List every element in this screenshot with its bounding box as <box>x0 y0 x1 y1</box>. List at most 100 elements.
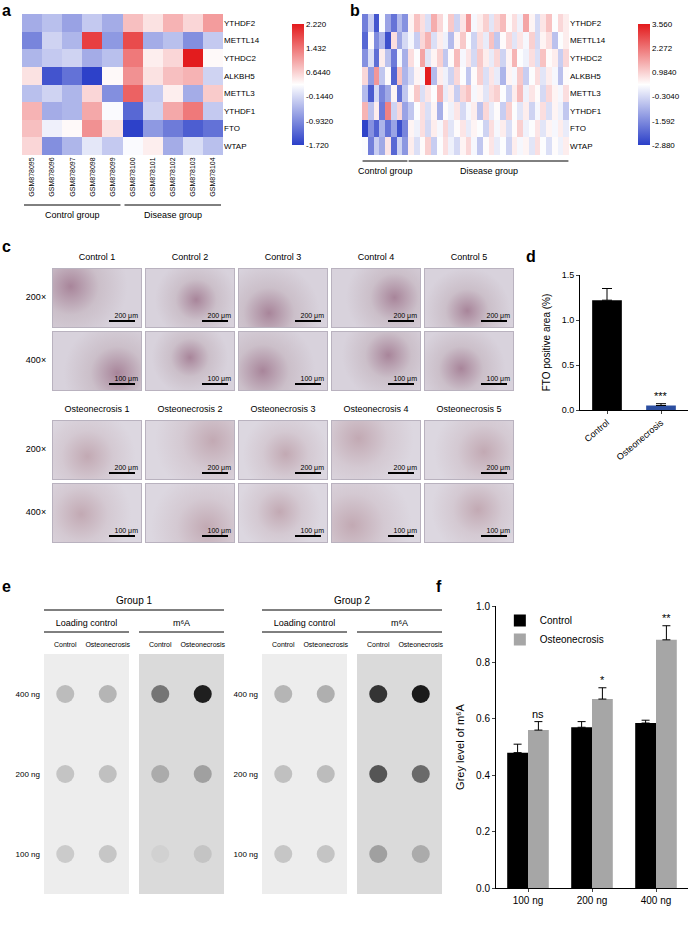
svg-text:0.0: 0.0 <box>476 883 490 894</box>
svg-text:Loading control: Loading control <box>274 618 336 628</box>
svg-text:YTHDF2: YTHDF2 <box>570 19 602 28</box>
html-text:Control 4: Control 4 <box>357 252 395 262</box>
svg-text:Osteonecrosis: Osteonecrosis <box>398 641 443 648</box>
html-text:b: b <box>350 2 360 19</box>
svg-text:0.0: 0.0 <box>562 405 575 415</box>
svg-text:Loading control: Loading control <box>56 618 118 628</box>
svg-text:GSM878100: GSM878100 <box>129 157 136 196</box>
svg-text:-0.1440: -0.1440 <box>306 92 334 101</box>
svg-text:m⁶A: m⁶A <box>173 618 190 628</box>
html-text:200×: 200× <box>25 444 47 454</box>
svg-text:Control group: Control group <box>45 210 100 220</box>
svg-text:Osteonecrosis: Osteonecrosis <box>303 641 348 648</box>
svg-text:0.6440: 0.6440 <box>306 68 331 77</box>
svg-text:400 ng: 400 ng <box>234 690 258 699</box>
svg-text:Osteonecrosis: Osteonecrosis <box>540 634 604 645</box>
svg-text:Group 2: Group 2 <box>334 595 371 606</box>
svg-text:***: *** <box>654 390 668 402</box>
html-text:Osteonecrosis 4: Osteonecrosis 4 <box>343 404 409 414</box>
svg-text:GSM878104: GSM878104 <box>209 157 216 196</box>
svg-text:Osteonecrosis: Osteonecrosis <box>615 417 666 462</box>
svg-text:Disease group: Disease group <box>460 166 518 176</box>
svg-text:0.2: 0.2 <box>476 826 490 837</box>
svg-text:400 ng: 400 ng <box>16 690 40 699</box>
svg-text:0.5: 0.5 <box>562 360 575 370</box>
svg-text:**: ** <box>662 612 671 624</box>
svg-text:1.5: 1.5 <box>562 270 575 280</box>
svg-text:Control group: Control group <box>358 166 413 176</box>
svg-text:-1.592: -1.592 <box>652 117 675 126</box>
svg-text:WTAP: WTAP <box>570 142 593 151</box>
svg-text:Control: Control <box>272 641 295 648</box>
svg-text:GSM878099: GSM878099 <box>109 157 116 196</box>
svg-text:-1.720: -1.720 <box>306 141 329 150</box>
html-text:Osteonecrosis 3: Osteonecrosis 3 <box>250 404 316 414</box>
svg-text:200 ng: 200 ng <box>16 770 40 779</box>
svg-text:100 ng: 100 ng <box>16 850 40 859</box>
svg-text:YTHDF1: YTHDF1 <box>570 107 602 116</box>
svg-text:GSM878095: GSM878095 <box>28 157 35 196</box>
svg-text:ALKBH5: ALKBH5 <box>224 71 255 80</box>
svg-text:1.0: 1.0 <box>476 601 490 612</box>
svg-text:*: * <box>600 674 605 686</box>
svg-text:METTL3: METTL3 <box>570 89 601 98</box>
svg-text:Control: Control <box>149 641 172 648</box>
svg-text:METTL14: METTL14 <box>570 36 606 45</box>
svg-text:METTL3: METTL3 <box>224 89 255 98</box>
html-text:Control 5: Control 5 <box>450 252 488 262</box>
svg-text:Grey level of m⁶A: Grey level of m⁶A <box>454 703 466 789</box>
svg-text:GSM878098: GSM878098 <box>89 157 96 196</box>
svg-text:200 ng: 200 ng <box>577 895 608 906</box>
svg-text:Control: Control <box>540 615 572 626</box>
svg-text:Control: Control <box>367 641 390 648</box>
svg-text:GSM878103: GSM878103 <box>189 157 196 196</box>
svg-text:YTHDF2: YTHDF2 <box>224 19 256 28</box>
html-text:200×: 200× <box>25 292 47 302</box>
svg-text:200 ng: 200 ng <box>234 770 258 779</box>
svg-text:Control: Control <box>54 641 77 648</box>
svg-text:0.4: 0.4 <box>476 770 490 781</box>
svg-text:2.220: 2.220 <box>306 20 327 29</box>
svg-text:0.9840: 0.9840 <box>652 68 677 77</box>
html-text:Control 3: Control 3 <box>264 252 302 262</box>
svg-text:-2.880: -2.880 <box>652 141 675 150</box>
svg-text:-0.3040: -0.3040 <box>652 92 680 101</box>
svg-text:ns: ns <box>532 708 544 720</box>
svg-text:400 ng: 400 ng <box>641 895 672 906</box>
html-text:Osteonecrosis 1: Osteonecrosis 1 <box>64 404 130 414</box>
html-text:Osteonecrosis 5: Osteonecrosis 5 <box>436 404 502 414</box>
svg-text:100 ng: 100 ng <box>513 895 544 906</box>
svg-text:-0.9320: -0.9320 <box>306 117 334 126</box>
svg-text:100 ng: 100 ng <box>234 850 258 859</box>
svg-text:FTO: FTO <box>570 124 586 133</box>
svg-text:GSM878101: GSM878101 <box>149 157 156 196</box>
svg-text:GSM878096: GSM878096 <box>48 157 55 196</box>
svg-text:Osteonecrosis: Osteonecrosis <box>180 641 225 648</box>
svg-text:0.8: 0.8 <box>476 657 490 668</box>
html-text:d: d <box>526 248 536 265</box>
svg-text:GSM878102: GSM878102 <box>169 157 176 196</box>
svg-text:1.432: 1.432 <box>306 44 327 53</box>
svg-text:FTO: FTO <box>224 124 240 133</box>
svg-text:FTO positive area (%): FTO positive area (%) <box>541 294 552 392</box>
svg-text:YTHDF1: YTHDF1 <box>224 107 256 116</box>
svg-text:0.6: 0.6 <box>476 713 490 724</box>
svg-text:1.0: 1.0 <box>562 315 575 325</box>
svg-text:m⁶A: m⁶A <box>391 618 408 628</box>
html-text:Osteonecrosis 2: Osteonecrosis 2 <box>157 404 223 414</box>
svg-text:GSM878097: GSM878097 <box>69 157 76 196</box>
svg-text:Control: Control <box>583 418 612 444</box>
svg-text:ALKBH5: ALKBH5 <box>570 71 601 80</box>
svg-text:Osteonecrosis: Osteonecrosis <box>85 641 130 648</box>
svg-text:3.560: 3.560 <box>652 20 673 29</box>
html-text:Control 2: Control 2 <box>171 252 209 262</box>
html-text:Control 1: Control 1 <box>78 252 116 262</box>
svg-text:METTL14: METTL14 <box>224 36 260 45</box>
svg-text:2.272: 2.272 <box>652 44 673 53</box>
svg-text:Group 1: Group 1 <box>116 595 153 606</box>
html-text:400×: 400× <box>25 355 47 365</box>
svg-text:Disease group: Disease group <box>144 210 202 220</box>
svg-text:YTHDC2: YTHDC2 <box>570 54 603 63</box>
svg-text:WTAP: WTAP <box>224 142 247 151</box>
svg-text:YTHDC2: YTHDC2 <box>224 54 257 63</box>
